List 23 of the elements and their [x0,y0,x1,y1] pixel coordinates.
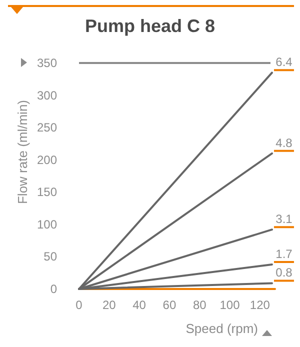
x-tick-label: 100 [220,298,240,312]
x-tick-label: 0 [76,298,83,312]
series-label: 6.4 [276,55,293,70]
series-label: 0.8 [276,266,293,280]
y-tick-label: 250 [36,120,58,135]
y-tick-label: 50 [44,250,58,264]
y-axis-title: Flow rate (ml/min) [15,100,30,204]
y-tick-label: 100 [36,217,58,232]
x-tick-label: 40 [132,298,146,312]
series-label: 4.8 [276,136,293,150]
y-tick-label: 300 [36,88,58,102]
x-tick-label: 60 [162,298,176,312]
series-label: 1.7 [276,246,293,261]
series-label: 3.1 [276,212,293,226]
chart-title: Pump head C 8 [84,16,216,36]
x-tick-label: 120 [250,298,270,312]
x-axis-title: Speed (rpm) [186,321,258,336]
y-tick-label: 200 [36,152,58,167]
y-tick-label: 0 [50,282,58,296]
x-tick-label: 80 [192,298,207,312]
y-tick-label: 150 [36,185,58,200]
x-tick-label: 20 [102,298,116,312]
y-tick-label: 350 [36,56,58,70]
